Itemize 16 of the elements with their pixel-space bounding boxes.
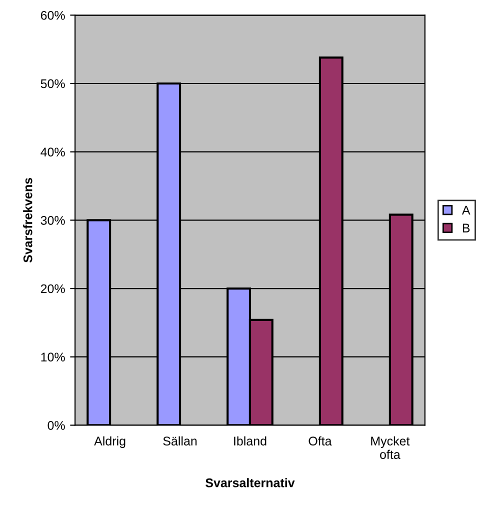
x-tick-label: Ibland (234, 436, 266, 446)
y-tick-label: 20% (40, 284, 65, 294)
y-tick-label: 60% (40, 10, 65, 20)
legend-label: B (462, 224, 470, 232)
y-tick-label: 50% (40, 79, 65, 88)
legend-label: A (462, 206, 470, 214)
x-tick-label: Ofta (308, 436, 332, 446)
y-tick-label: 30% (40, 216, 65, 225)
x-axis-title: Svarsalternativ (206, 478, 295, 488)
y-axis-title: Svarsfrekvens (23, 178, 32, 263)
x-tick-label: Aldrig (94, 436, 126, 448)
y-tick-label: 40% (40, 148, 65, 156)
x-tick-label: Mycket ofta (371, 436, 410, 459)
y-tick-label: 10% (41, 352, 65, 362)
y-tick-label: 0% (48, 421, 65, 430)
x-tick-label: Sällan (163, 436, 197, 446)
